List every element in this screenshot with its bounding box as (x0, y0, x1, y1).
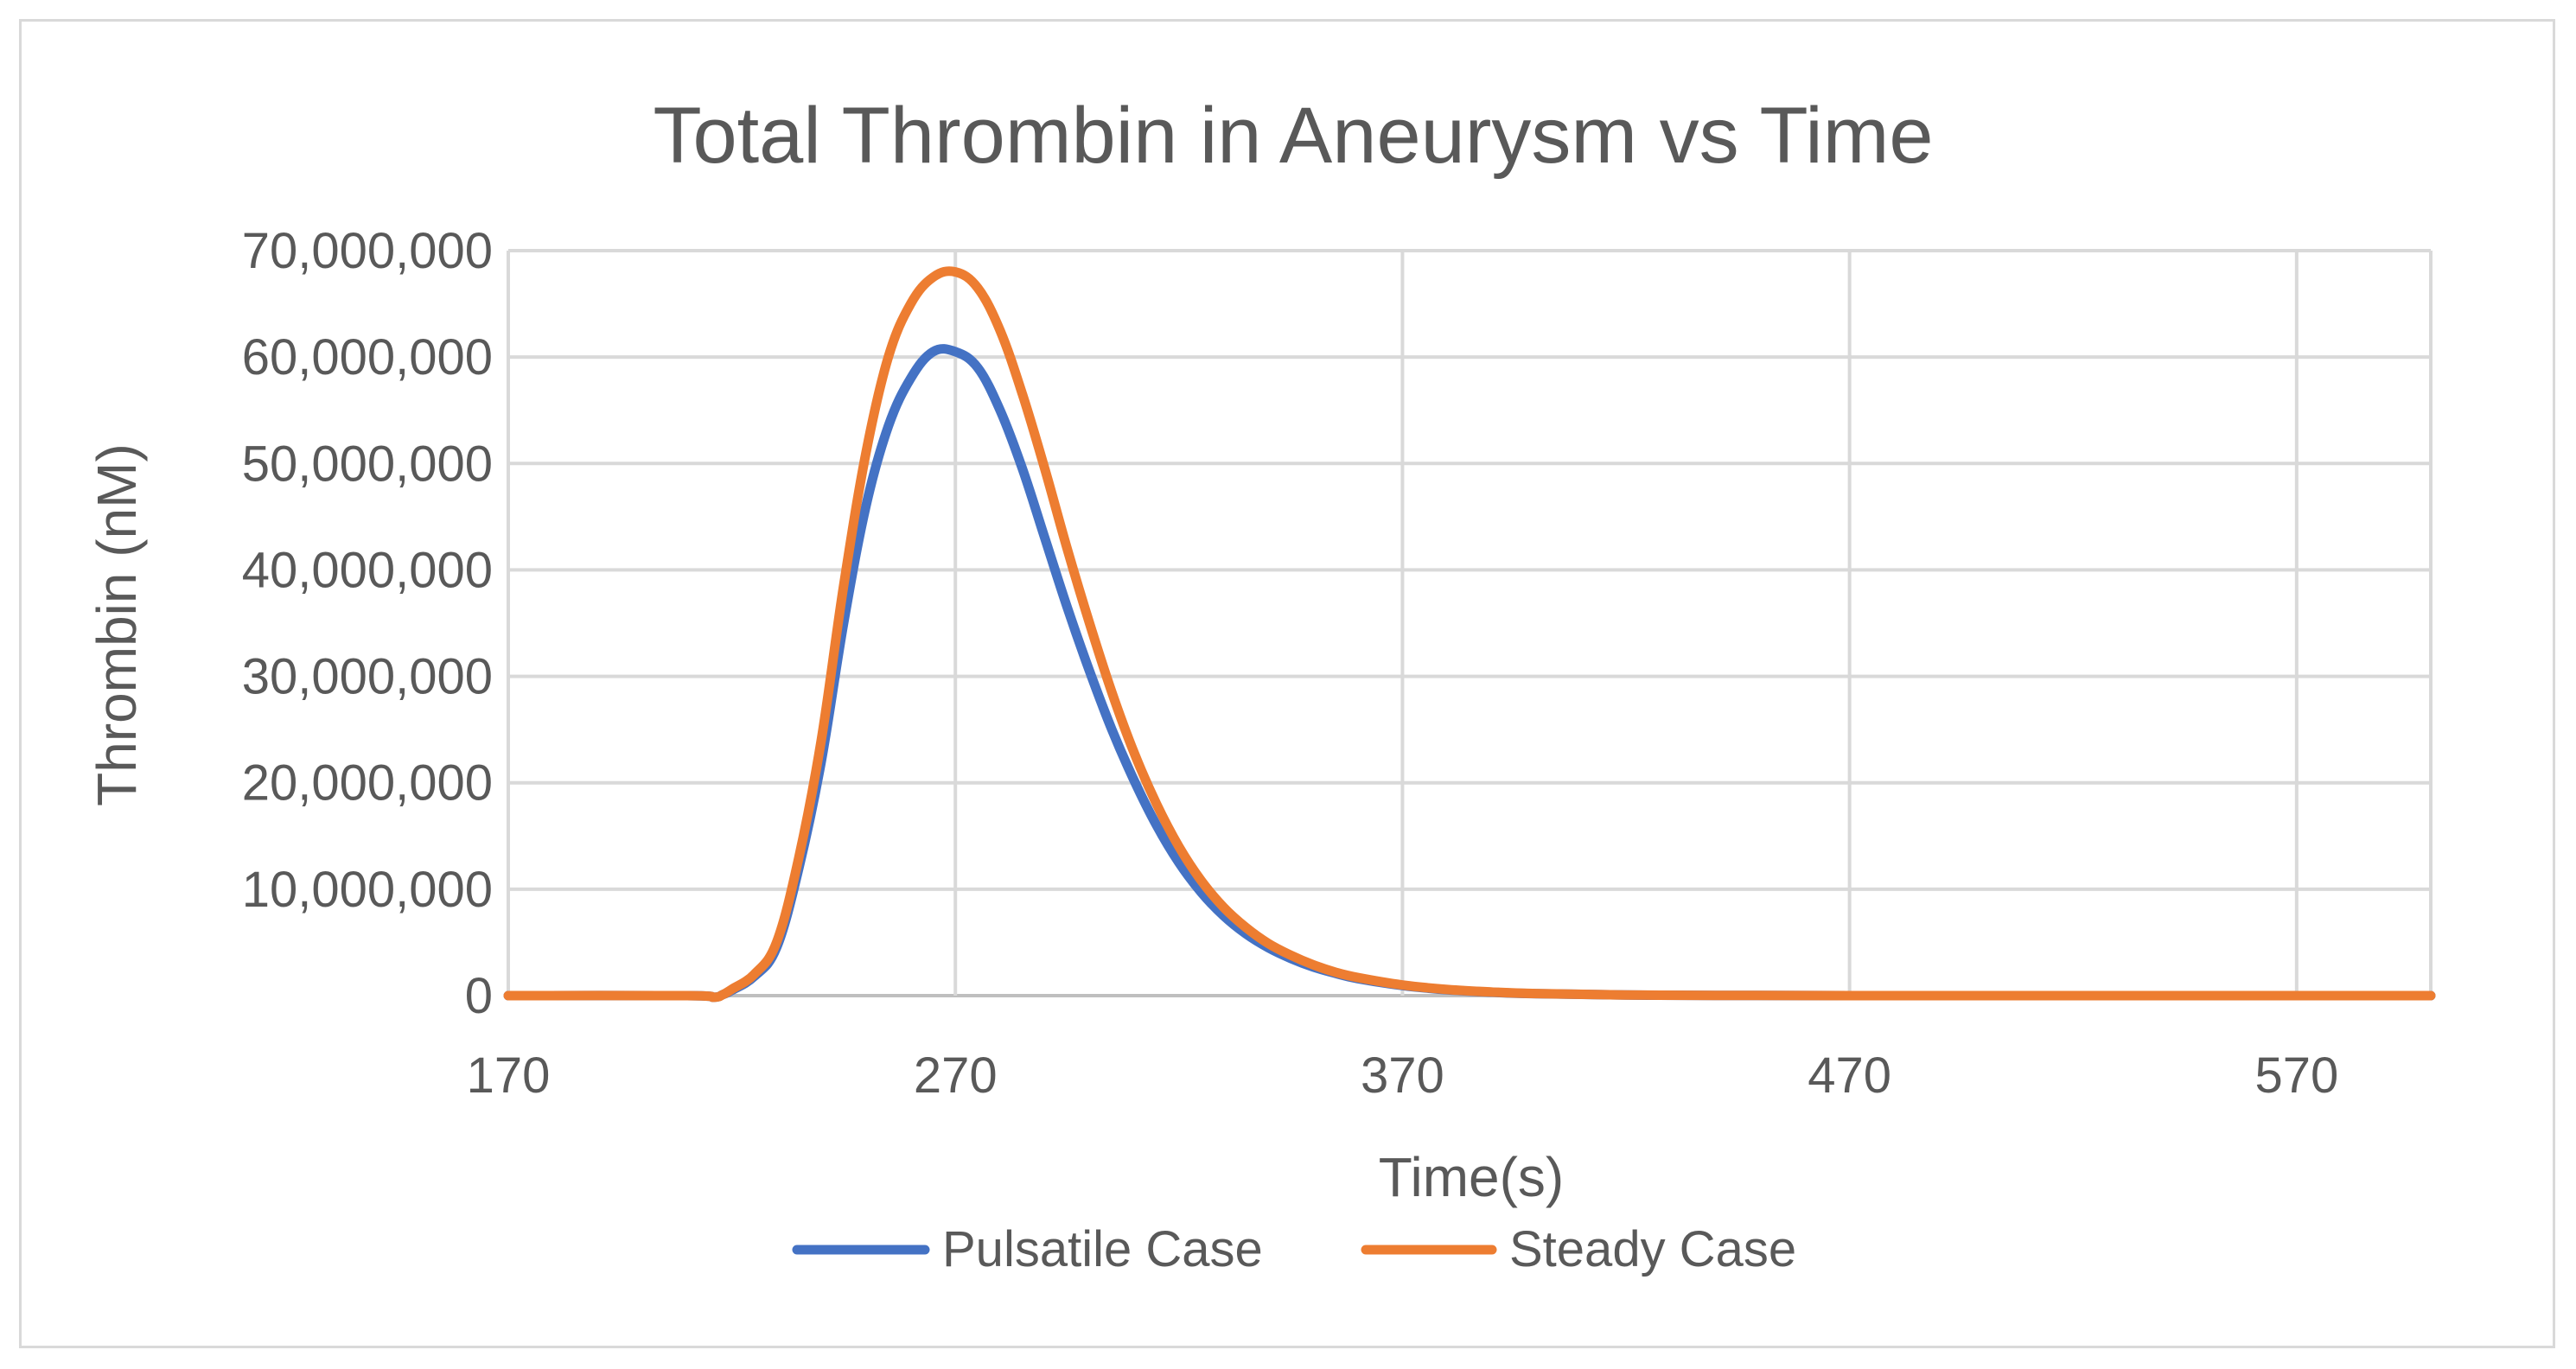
x-axis-tick-labels: 170 270 370 470 570 (467, 1047, 2339, 1104)
chart-title: Total Thrombin in Aneurysm vs Time (653, 92, 1933, 180)
x-axis-title: Time(s) (1379, 1146, 1564, 1208)
y-tick-label: 0 (465, 968, 493, 1024)
legend-label-steady: Steady Case (1509, 1221, 1796, 1277)
y-tick-label: 20,000,000 (242, 755, 493, 812)
y-tick-label: 40,000,000 (242, 542, 493, 598)
series-line-pulsatile-case (503, 344, 2436, 1003)
y-axis-tick-labels: 0 10,000,000 20,000,000 30,000,000 40,000,00… (242, 223, 493, 1024)
x-tick-label: 270 (914, 1047, 998, 1104)
y-tick-label: 60,000,000 (242, 329, 493, 385)
x-tick-label: 470 (1808, 1047, 1891, 1104)
series-lines (503, 266, 2436, 1003)
y-tick-label: 10,000,000 (242, 862, 493, 918)
y-tick-label: 30,000,000 (242, 649, 493, 705)
x-tick-label: 170 (467, 1047, 551, 1104)
x-tick-label: 570 (2254, 1047, 2338, 1104)
y-axis-title: Thrombin (nM) (86, 443, 148, 806)
chart-frame (19, 19, 2555, 1348)
legend-label-pulsatile: Pulsatile Case (942, 1221, 1263, 1277)
x-tick-label: 370 (1361, 1047, 1444, 1104)
y-tick-label: 70,000,000 (242, 223, 493, 279)
series-line-steady-case (503, 266, 2436, 1003)
legend: Pulsatile Case Steady Case (792, 1221, 1796, 1277)
y-tick-label: 50,000,000 (242, 436, 493, 492)
